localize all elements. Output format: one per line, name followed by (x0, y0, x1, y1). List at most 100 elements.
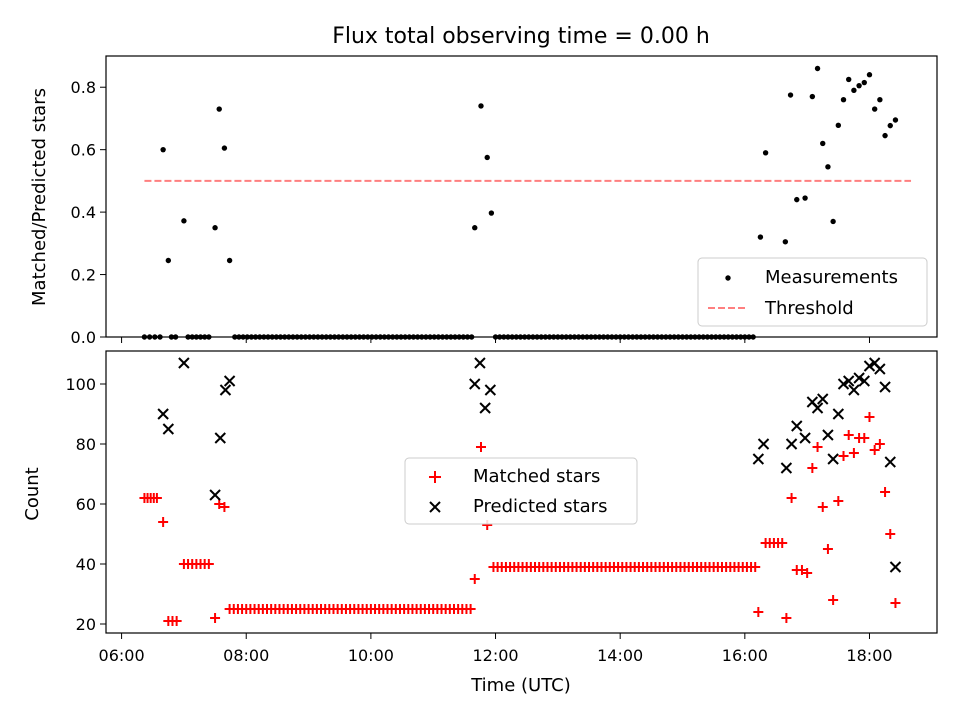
measurement-point (269, 334, 275, 340)
matched-star-point (812, 442, 823, 452)
measurement-point (729, 334, 736, 340)
measurement-point (830, 218, 836, 225)
measurement-point (683, 334, 690, 340)
legend-matched-label: Matched stars (473, 466, 600, 487)
measurement-point (840, 97, 847, 103)
measurement-point (650, 334, 657, 340)
measurement-point (517, 334, 524, 340)
measurement-point (596, 334, 603, 340)
legend-measurements-label: Measurements (765, 267, 898, 288)
measurement-point (588, 334, 594, 340)
measurement-point (671, 334, 677, 340)
measurement-point (221, 145, 228, 151)
measurement-point (563, 334, 569, 340)
measurement-point (737, 334, 744, 340)
measurement-point (294, 334, 300, 340)
measurement-point (605, 334, 611, 340)
measurement-point (444, 334, 450, 340)
measurement-point (584, 334, 590, 340)
measurement-point (277, 334, 284, 340)
measurement-point (181, 218, 187, 224)
measurement-point (713, 334, 719, 340)
measurement-point (721, 334, 727, 340)
measurement-point (629, 334, 636, 340)
bottom-x-tick-label: 18:00 (846, 646, 892, 665)
measurement-point (654, 334, 661, 340)
measurement-point (538, 334, 544, 340)
predicted-star-point (822, 429, 834, 441)
measurement-point (892, 117, 899, 123)
measurement-point (488, 210, 495, 216)
predicted-star-point (853, 372, 865, 384)
measurement-point (509, 334, 515, 340)
matched-star-point (828, 595, 839, 605)
bottom-x-tick-label: 08:00 (223, 646, 269, 665)
measurement-point (365, 334, 371, 340)
measurement-point (232, 334, 238, 340)
measurement-point (704, 334, 711, 340)
predicted-star-point (799, 432, 811, 444)
measurement-point (273, 334, 280, 340)
measurement-point (871, 106, 878, 112)
measurement-point (861, 79, 867, 86)
measurement-point (373, 334, 379, 340)
top-legend: Measurements Threshold (697, 257, 928, 327)
measurement-point (160, 146, 166, 153)
matched-star-point (885, 529, 896, 539)
legend-measurements-marker (725, 275, 731, 281)
matched-star-point (796, 565, 807, 575)
measurement-point (725, 334, 731, 340)
measurement-point (505, 334, 511, 340)
measurement-point (261, 334, 267, 340)
predicted-star-point (837, 378, 850, 390)
predicted-star-point (858, 375, 870, 387)
measurement-point (236, 334, 242, 340)
measurement-point (625, 334, 632, 340)
matched-star-point (203, 559, 214, 569)
top-y-tick-label: 0.8 (71, 78, 96, 97)
measurement-point (464, 334, 471, 340)
measurement-point (708, 334, 715, 340)
measurement-point (750, 334, 756, 340)
predicted-star-point (791, 420, 803, 432)
measurement-point (315, 334, 321, 340)
measurement-point (240, 334, 246, 340)
measurement-point (551, 334, 557, 340)
measurement-point (733, 334, 740, 340)
matched-star-point (781, 613, 792, 623)
measurement-point (757, 234, 764, 240)
measurement-point (244, 334, 250, 340)
measurement-point (617, 334, 623, 340)
measurement-point (571, 334, 578, 340)
measurement-point (530, 334, 536, 340)
legend-matched-marker (429, 471, 441, 483)
measurement-point (168, 334, 175, 340)
measurement-point (526, 334, 532, 340)
measurement-point (146, 334, 153, 340)
matched-star-point (151, 493, 162, 503)
measurement-point (580, 334, 586, 340)
matched-star-point (214, 499, 225, 509)
measurement-point (646, 334, 652, 340)
measurement-point (642, 334, 648, 340)
measurement-point (555, 334, 561, 340)
measurement-point (882, 132, 888, 139)
measurement-point (478, 103, 484, 109)
measurement-point (302, 334, 309, 340)
measurement-point (675, 334, 682, 340)
predicted-star-point (827, 453, 839, 465)
measurement-point (172, 334, 179, 340)
matched-star-point (171, 616, 182, 626)
measurement-point (165, 257, 172, 264)
measurement-point (688, 334, 694, 340)
matched-star-point (817, 502, 828, 512)
measurement-point (402, 334, 408, 340)
bottom-x-tick-label: 10:00 (348, 646, 394, 665)
measurement-point (389, 334, 396, 340)
matched-star-point (880, 487, 891, 497)
matched-star-point (838, 451, 849, 461)
measurement-point (398, 334, 404, 340)
measurement-point (742, 334, 748, 340)
predicted-star-point (469, 378, 481, 390)
measurement-point (814, 65, 821, 72)
